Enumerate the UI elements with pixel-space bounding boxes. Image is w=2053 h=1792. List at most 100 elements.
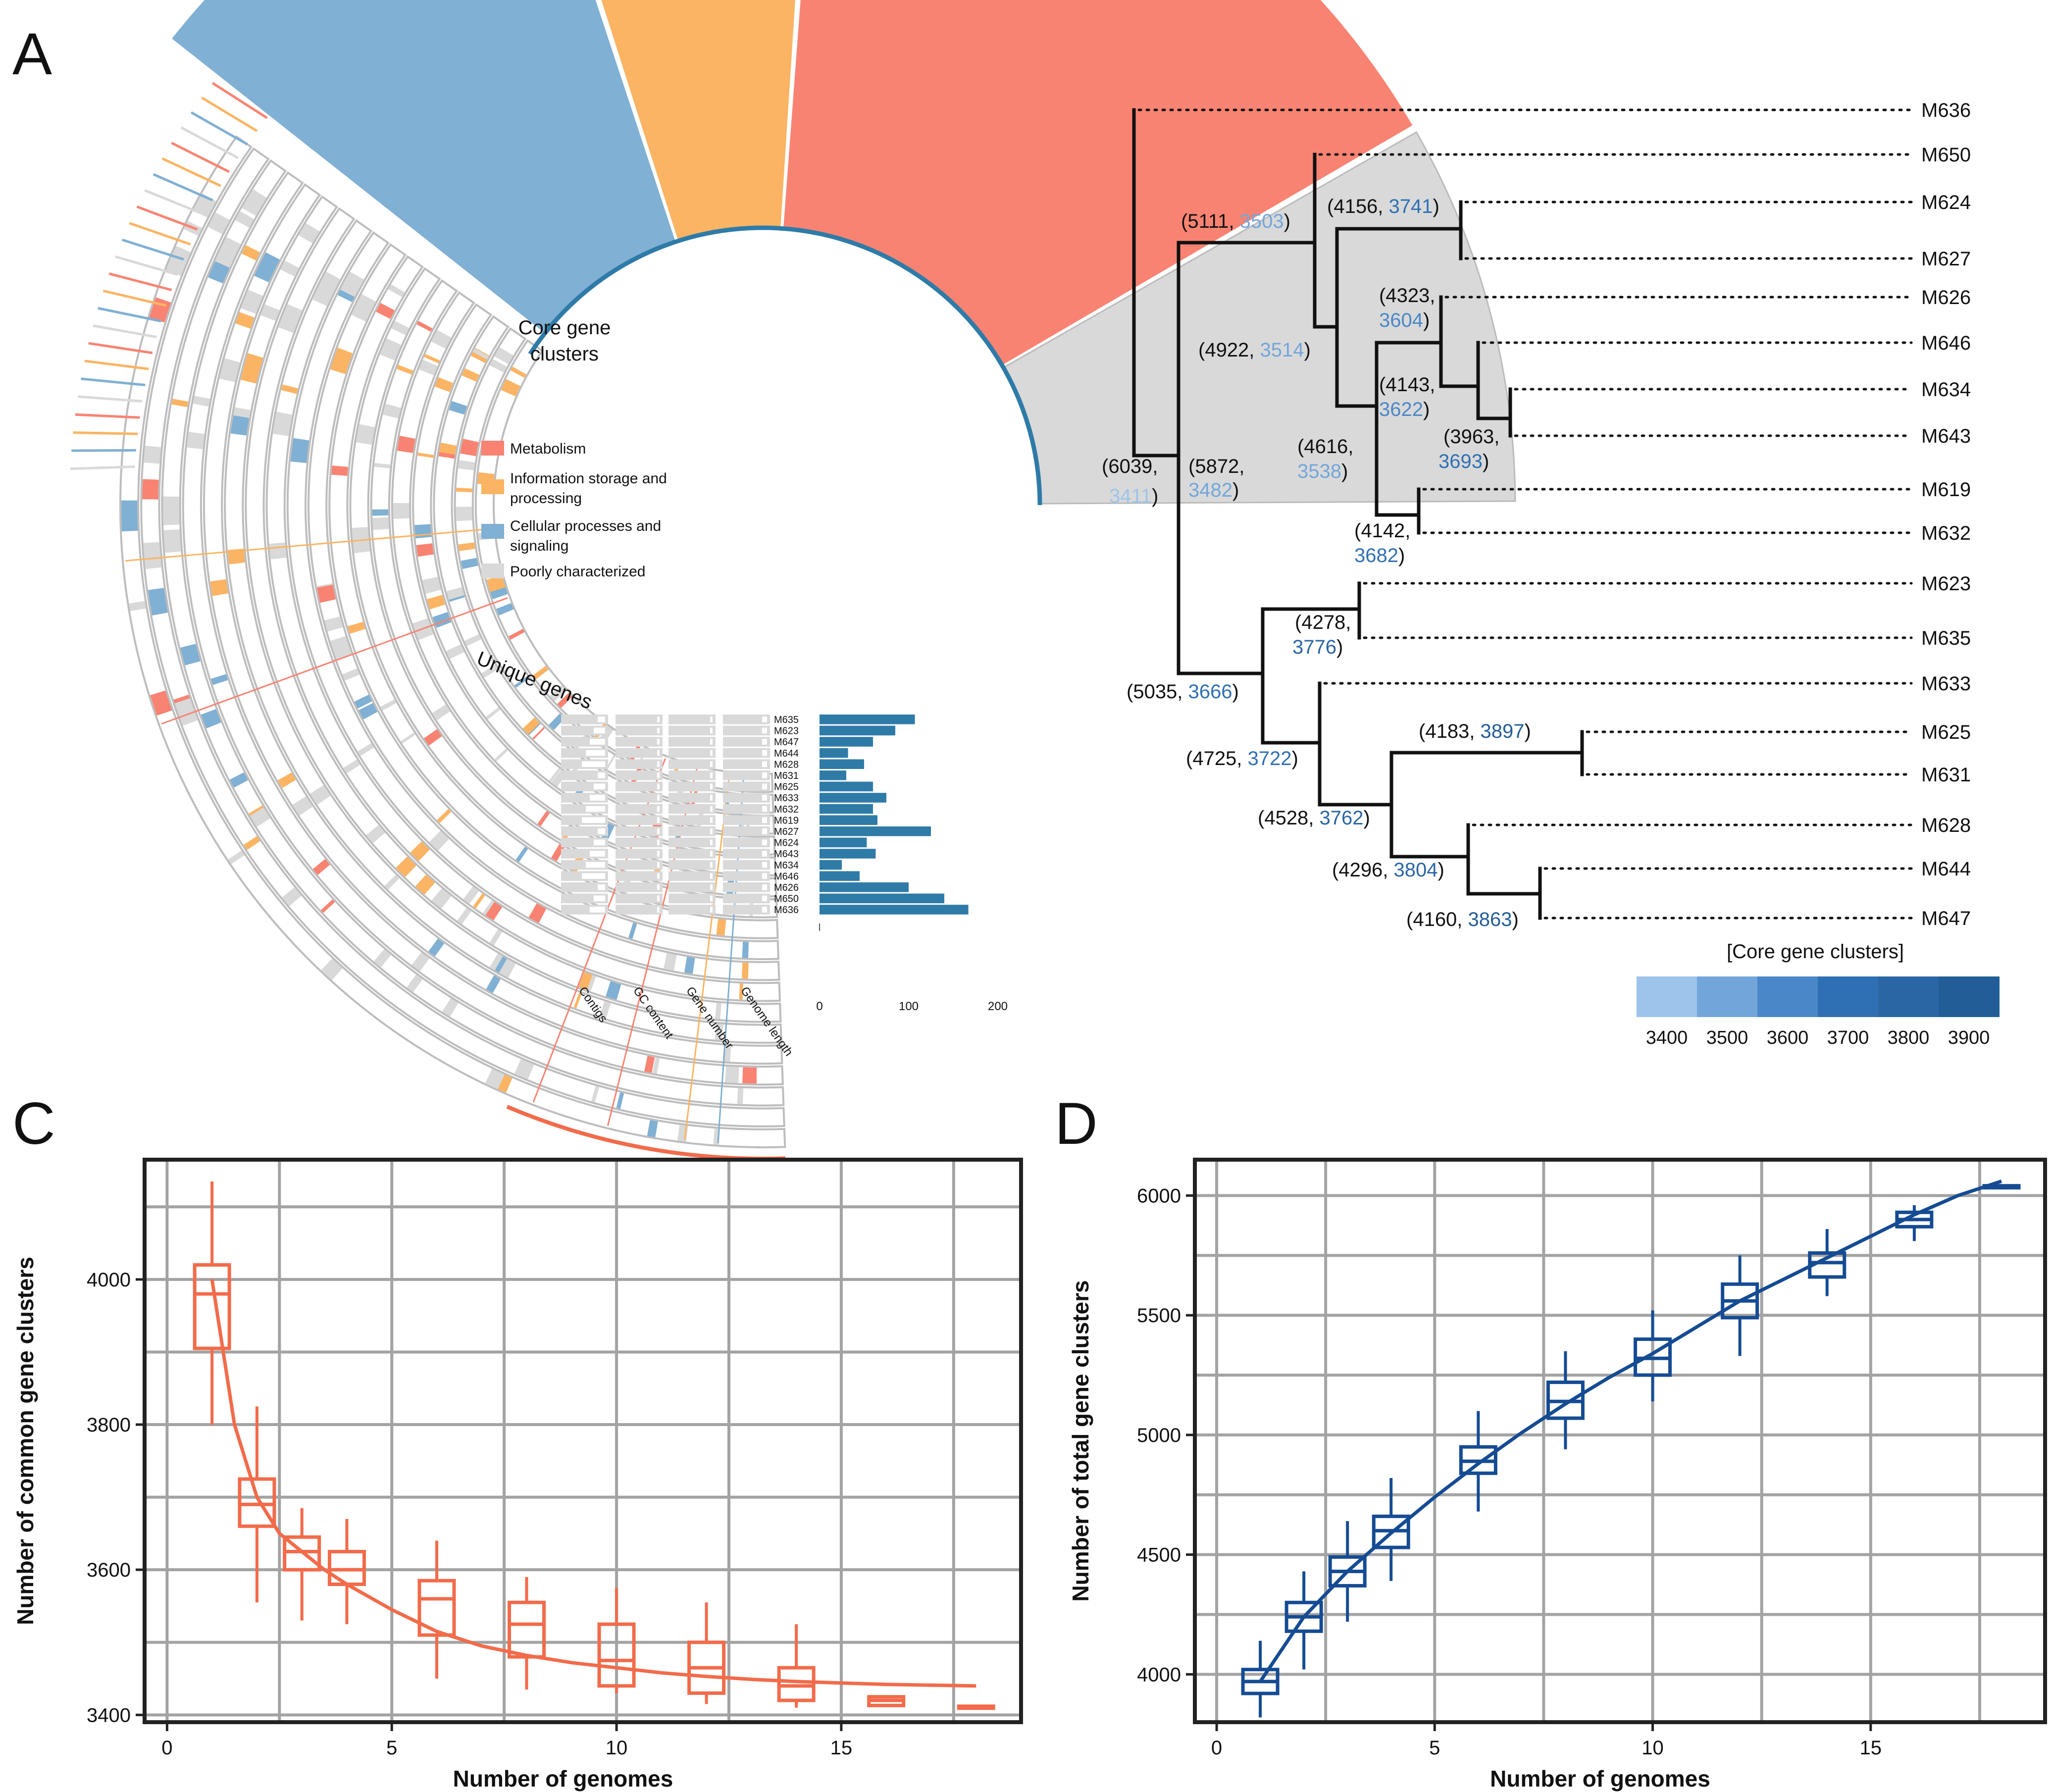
gene-cluster-mark [664,953,677,971]
gene-cluster-mark [201,709,221,729]
gene-cluster-mark [434,377,454,392]
gene-cluster-mark [462,368,480,382]
gene-cluster-mark [442,998,459,1017]
gene-cluster-mark [321,959,343,980]
gene-cluster-mark [121,500,138,532]
node-total: (6039, [1102,456,1158,477]
feature-cell-value [762,873,767,879]
feature-cell-value [594,839,605,846]
tip-label: M647 [1921,908,1971,929]
node-label: 3538) [1297,461,1348,482]
feature-cell [616,826,663,836]
gene-cluster-mark [533,666,549,679]
strain-rings [119,135,786,1148]
feature-cell-value [657,772,660,778]
box [777,1666,816,1702]
feature-cell-value [657,727,660,734]
gene-cluster-mark [457,908,471,924]
gene-cluster-mark [725,1066,739,1083]
gene-cluster-mark [278,304,303,333]
strain-ring [286,231,780,981]
strain-ring [182,171,784,1086]
node-label: (4183, 3897) [1419,720,1531,742]
gene-cluster-mark [353,537,370,554]
legend-value: 3400 [1646,1027,1688,1048]
node-total: (4725, [1186,748,1248,769]
core-legend-title: [Core gene clusters] [1727,941,1904,963]
y-tick-label: 6000 [1137,1185,1181,1207]
gene-cluster-mark [417,453,434,458]
gene-cluster-mark [428,938,445,957]
node-core-count: 3762 [1320,807,1364,829]
feature-cell-value [762,783,767,790]
x-tick-label: 5 [386,1737,397,1759]
gene-cluster-mark [494,347,513,364]
feature-cell-value [710,851,713,857]
legend-label-cellular-2: signaling [510,538,568,554]
strain-label: M623 [774,726,799,737]
tip-label: M624 [1921,192,1971,213]
y-tick-label: 4500 [1137,1544,1181,1566]
gene-cluster-mark [281,384,298,394]
node-label: (4296, 3804) [1332,859,1444,881]
gene-cluster-mark [148,588,168,616]
gene-cluster-mark [400,732,416,744]
feature-cell-value [586,862,605,868]
category-tick [75,413,140,419]
y-tick-label: 4000 [87,1269,131,1291]
gene-cluster-mark [715,1024,723,1040]
gene-cluster-mark [742,1067,757,1084]
feature-cell-value [598,717,605,722]
feature-cell [723,837,770,848]
category-tick [84,359,149,370]
gene-cluster-mark [489,359,507,373]
node-total: (5872, [1188,456,1244,477]
gene-cluster-mark [241,353,263,384]
y-tick-label: 5000 [1137,1425,1181,1446]
gene-cluster-mark [330,348,353,374]
gene-cluster-mark [269,542,287,560]
gene-cluster-mark [210,674,228,685]
cog-category-wedges [172,0,1516,505]
unique-gene-bar [820,849,876,859]
gene-cluster-mark [241,245,260,261]
feature-cell [561,770,608,780]
feature-cell [561,826,608,836]
feature-cell [668,770,716,780]
fitted-curve [210,1279,976,1688]
y-axis-title: Number of total gene clusters [1068,1280,1093,1601]
gene-cluster-mark [343,759,360,773]
feature-cell [723,815,770,825]
feature-cell [616,815,663,825]
feature-cell-value [710,761,713,767]
gene-cluster-mark [437,809,452,823]
feature-cell-value [710,750,713,756]
gene-cluster-mark [482,900,495,916]
y-axis-title: Number of common gene clusters [12,1257,38,1625]
strain-label: M632 [774,804,799,815]
category-tick [73,431,138,435]
feature-cell [616,770,663,780]
gene-cluster-mark [215,237,241,268]
gene-cluster-mark [163,496,180,525]
tip-label: M623 [1921,573,1971,595]
gene-cluster-mark [557,693,572,708]
gene-cluster-mark [193,396,210,407]
gene-cluster-mark [616,1092,624,1109]
feature-cell-value [657,817,660,823]
feature-cell [723,748,770,758]
node-label: (4922, 3514) [1198,339,1311,361]
gene-cluster-mark [372,517,389,530]
gene-cluster-mark [494,748,508,762]
node-core-count: 3503 [1240,210,1284,232]
feature-cell-value [657,750,660,756]
gene-cluster-mark [485,902,503,921]
feature-cell-value [657,907,660,913]
category-tick [201,96,258,132]
gene-cluster-mark [496,603,514,615]
feature-cell-value [710,895,713,902]
feature-cell-value [710,873,713,879]
gene-cluster-mark [715,1003,721,1020]
plot-frame [1193,1158,2047,1724]
strain-label: M626 [774,882,799,893]
